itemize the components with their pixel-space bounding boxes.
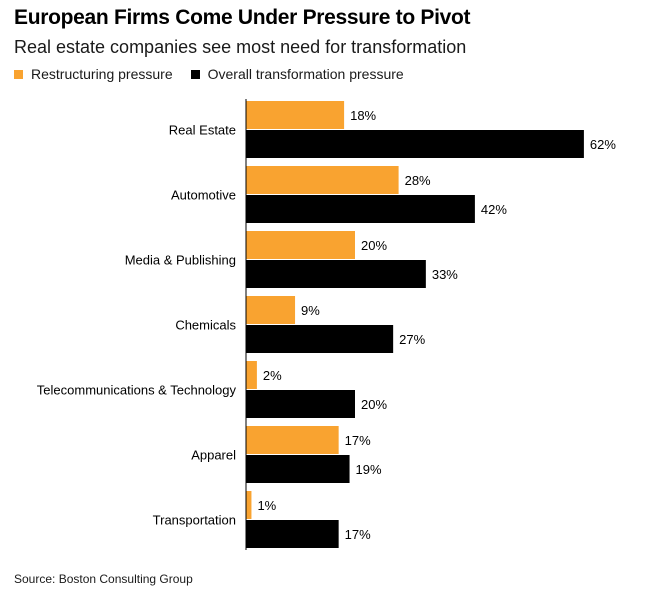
data-label: 33% (432, 267, 458, 282)
chart-title: European Firms Come Under Pressure to Pi… (14, 6, 471, 29)
bar-overall (246, 325, 394, 353)
legend-swatch-restructuring (14, 69, 23, 79)
bar-restructuring (246, 101, 345, 129)
bar-overall (246, 260, 426, 288)
legend: Restructuring pressure Overall transform… (14, 66, 422, 82)
legend-item-restructuring: Restructuring pressure (14, 66, 173, 82)
legend-label-restructuring: Restructuring pressure (31, 66, 173, 82)
category-label: Apparel (191, 448, 236, 463)
bar-overall (246, 390, 355, 418)
legend-swatch-overall (190, 69, 200, 79)
chart-subtitle: Real estate companies see most need for … (14, 37, 467, 57)
data-label: 28% (405, 173, 431, 188)
bar-restructuring (246, 426, 339, 454)
category-label: Real Estate (169, 123, 236, 138)
bar-overall (246, 455, 350, 483)
bar-overall (246, 520, 339, 548)
data-label: 27% (399, 332, 425, 347)
category-label: Transportation (153, 513, 236, 528)
bar-restructuring (246, 166, 399, 194)
category-label: Automotive (171, 188, 236, 203)
bar-restructuring (246, 491, 252, 519)
bar-overall (246, 130, 584, 158)
data-label: 17% (345, 433, 371, 448)
category-label: Chemicals (175, 318, 236, 333)
data-label: 20% (361, 397, 387, 412)
data-label: 1% (257, 498, 276, 513)
data-label: 2% (263, 368, 282, 383)
data-label: 17% (345, 527, 371, 542)
bar-restructuring (246, 296, 296, 324)
data-label: 18% (350, 108, 376, 123)
bar-restructuring (246, 361, 257, 389)
legend-label-overall: Overall transformation pressure (207, 66, 404, 82)
data-label: 62% (590, 137, 616, 152)
source-note: Source: Boston Consulting Group (14, 572, 193, 586)
category-label: Media & Publishing (125, 253, 236, 268)
data-label: 9% (301, 303, 320, 318)
bar-restructuring (246, 231, 355, 259)
data-label: 20% (361, 238, 387, 253)
data-label: 42% (481, 202, 507, 217)
legend-item-overall: Overall transformation pressure (190, 66, 404, 82)
bar-overall (246, 195, 475, 223)
data-label: 19% (356, 462, 382, 477)
category-label: Telecommunications & Technology (37, 383, 237, 398)
